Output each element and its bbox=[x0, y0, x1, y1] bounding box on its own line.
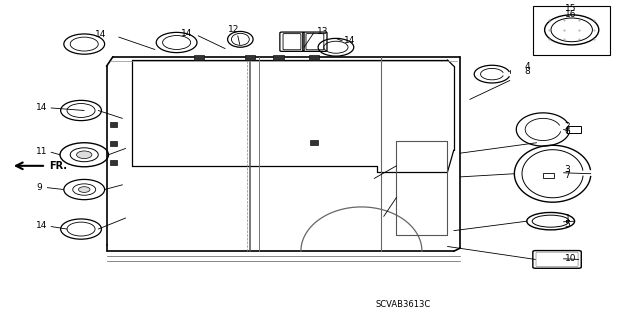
Bar bbox=[534, 6, 610, 55]
Bar bbox=[194, 55, 204, 60]
Bar bbox=[109, 160, 117, 165]
Text: 11: 11 bbox=[36, 147, 48, 156]
Text: 5: 5 bbox=[564, 220, 570, 229]
Text: SCVAB3613C: SCVAB3613C bbox=[375, 300, 431, 309]
Bar bbox=[245, 55, 255, 60]
Text: 15: 15 bbox=[564, 4, 576, 13]
Text: 7: 7 bbox=[564, 171, 570, 180]
Bar bbox=[109, 141, 117, 146]
Bar bbox=[273, 55, 284, 60]
Bar bbox=[308, 55, 319, 60]
Bar bbox=[310, 140, 318, 145]
Text: 14: 14 bbox=[36, 221, 48, 230]
Text: 10: 10 bbox=[564, 254, 576, 263]
Text: 9: 9 bbox=[36, 182, 42, 191]
Text: 6: 6 bbox=[564, 128, 570, 137]
Text: 14: 14 bbox=[344, 36, 356, 45]
Text: 14: 14 bbox=[180, 28, 192, 38]
Text: 8: 8 bbox=[525, 67, 531, 77]
Circle shape bbox=[77, 151, 92, 159]
Bar bbox=[543, 173, 554, 178]
Text: 16: 16 bbox=[564, 10, 576, 19]
Text: 13: 13 bbox=[317, 27, 328, 36]
Circle shape bbox=[79, 187, 90, 192]
Text: 12: 12 bbox=[228, 25, 239, 34]
Bar bbox=[109, 122, 117, 127]
Text: 3: 3 bbox=[564, 165, 570, 174]
Bar bbox=[566, 126, 580, 133]
Text: 14: 14 bbox=[36, 103, 48, 112]
Text: 4: 4 bbox=[525, 62, 530, 71]
Text: 1: 1 bbox=[564, 214, 570, 223]
Text: 2: 2 bbox=[564, 122, 570, 131]
Text: 14: 14 bbox=[95, 30, 106, 39]
Text: FR.: FR. bbox=[49, 161, 67, 171]
